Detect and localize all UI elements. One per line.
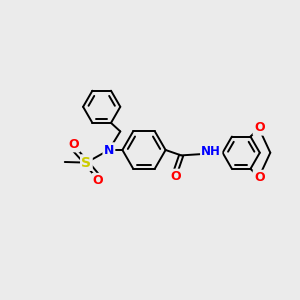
Text: O: O <box>170 170 181 183</box>
Text: N: N <box>104 143 114 157</box>
Text: O: O <box>93 174 104 187</box>
Text: NH: NH <box>201 145 221 158</box>
Text: O: O <box>254 171 265 184</box>
Text: O: O <box>68 138 79 151</box>
Text: O: O <box>254 122 265 134</box>
Text: S: S <box>81 156 92 170</box>
